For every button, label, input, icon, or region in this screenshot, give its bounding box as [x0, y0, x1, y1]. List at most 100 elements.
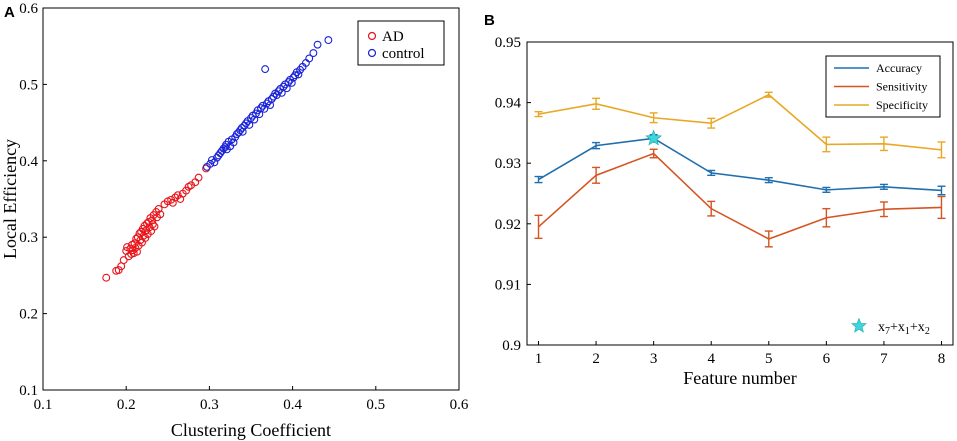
- ad-point: [194, 173, 203, 182]
- ad-point: [102, 273, 111, 282]
- performance-x-tick-label: 5: [765, 351, 773, 367]
- accuracy-line: [538, 137, 942, 192]
- ad-point: [171, 193, 180, 202]
- specificity-error-bar: [879, 136, 888, 152]
- performance-x-tick-label: 6: [823, 351, 831, 367]
- performance-y-tick-label: 0.9: [502, 338, 521, 354]
- sensitivity-error-bar: [822, 207, 831, 228]
- performance-x-tick-label: 4: [707, 351, 715, 367]
- performance-x-axis-title: Feature number: [683, 368, 796, 388]
- sensitivity-error-bar: [649, 148, 658, 159]
- sensitivity-error-bar: [937, 195, 946, 220]
- legend-ad-marker: [367, 31, 377, 41]
- control-point: [261, 65, 270, 74]
- specificity-error-bar: [822, 136, 831, 153]
- performance-x-tick-label: 7: [880, 351, 888, 367]
- performance-x-tick-label: 1: [535, 351, 543, 367]
- control-point: [272, 91, 281, 100]
- sensitivity-error-bar: [707, 200, 716, 217]
- annotation-star-icon: [851, 317, 867, 333]
- scatter-y-tick-label: 0.3: [19, 230, 38, 246]
- scatter-y-tick-label: 0.6: [19, 1, 38, 17]
- specificity-error-bar: [707, 117, 716, 129]
- control-point: [237, 123, 246, 132]
- scatter-y-tick-label: 0.4: [19, 154, 38, 170]
- accuracy-error-bar: [764, 177, 773, 184]
- scatter-plot-area: [42, 7, 460, 391]
- control-point: [284, 78, 293, 87]
- control-point: [324, 36, 333, 45]
- performance-y-tick-label: 0.93: [495, 156, 521, 172]
- panel-a-letter: A: [4, 4, 15, 21]
- scatter-legend: AD control: [357, 20, 445, 66]
- scatter-y-axis-title: Local Efficiency: [0, 139, 20, 259]
- control-point: [309, 49, 318, 58]
- scatter-x-tick-label: 0.3: [200, 397, 219, 413]
- legend-ad-label: AD: [382, 29, 404, 45]
- scatter-y-tick-label: 0.2: [19, 307, 38, 323]
- legend-sensitivity-label: Sensitivity: [876, 80, 927, 94]
- performance-y-tick-label: 0.94: [495, 96, 522, 112]
- performance-plot-area: [526, 41, 954, 346]
- ad-point: [119, 256, 128, 265]
- specificity-error-bar: [534, 110, 543, 118]
- scatter-x-axis-title: Clustering Coefficient: [171, 420, 331, 440]
- control-point: [305, 54, 314, 63]
- control-point: [206, 159, 215, 168]
- legend-control-label: control: [382, 46, 425, 62]
- scatter-y-tick-label: 0.5: [19, 77, 38, 93]
- scatter-x-tick-label: 0.1: [34, 397, 53, 413]
- annotation-label: x7+x1+x2: [878, 320, 930, 337]
- ad-point: [150, 222, 159, 231]
- accuracy-error-bar: [707, 169, 716, 177]
- specificity-error-bar: [937, 141, 946, 159]
- specificity-line: [538, 93, 942, 151]
- control-point: [210, 158, 219, 167]
- scatter-y-tick-label: 0.1: [19, 383, 38, 399]
- performance-x-tick-label: 2: [592, 351, 600, 367]
- ad-point: [156, 210, 165, 219]
- sensitivity-line: [537, 152, 942, 240]
- sensitivity-error-bar: [764, 230, 773, 248]
- legend-control-marker: [367, 48, 377, 58]
- scatter-x-tick-label: 0.5: [366, 397, 385, 413]
- sensitivity-error-bar: [879, 201, 888, 218]
- performance-y-tick-label: 0.91: [495, 277, 521, 293]
- panel-b-letter: B: [484, 12, 495, 29]
- sensitivity-error-bar: [592, 166, 601, 184]
- legend-accuracy-label: Accuracy: [876, 61, 922, 75]
- performance-x-tick-label: 3: [650, 351, 658, 367]
- scatter-x-tick-label: 0.2: [117, 397, 136, 413]
- scatter-x-tick-label: 0.4: [283, 397, 302, 413]
- performance-panel: 1 2 3 4 5 6 7 8 0.9 0.91 0.92 0.93 0.94 0.95 Feature …: [495, 35, 954, 388]
- highlight-annotation: x7+x1+x2: [851, 317, 930, 337]
- control-point: [207, 156, 216, 164]
- control-point: [214, 151, 223, 160]
- specificity-error-bar: [592, 97, 601, 110]
- accuracy-error-bar: [879, 183, 888, 190]
- control-point: [257, 104, 265, 113]
- performance-x-tick-label: 8: [938, 351, 946, 367]
- accuracy-error-bar: [822, 186, 831, 193]
- scatter-panel: 0.1 0.2 0.3 0.4 0.5 0.6 0.1 0.2 0.3 0.4 0.5 0.6 Clu…: [0, 1, 469, 440]
- scatter-x-tick-label: 0.6: [450, 397, 469, 413]
- control-point: [294, 70, 303, 79]
- ad-point: [148, 220, 157, 229]
- control-point: [216, 149, 225, 158]
- sensitivity-error-bar: [534, 214, 543, 240]
- performance-legend: Accuracy Sensitivity Specificity: [825, 55, 941, 118]
- ad-point: [154, 204, 163, 213]
- legend-specificity-label: Specificity: [876, 98, 928, 112]
- performance-y-tick-label: 0.95: [495, 35, 521, 51]
- control-point: [229, 138, 238, 147]
- control-point: [287, 78, 296, 87]
- specificity-error-bar: [649, 112, 658, 124]
- control-point: [313, 40, 322, 49]
- accuracy-error-bar: [592, 141, 601, 150]
- accuracy-error-bar: [937, 185, 946, 196]
- specificity-error-bar: [764, 91, 773, 98]
- best-feature-star: [645, 129, 663, 146]
- performance-y-tick-label: 0.92: [495, 217, 521, 233]
- accuracy-error-bar: [534, 175, 543, 184]
